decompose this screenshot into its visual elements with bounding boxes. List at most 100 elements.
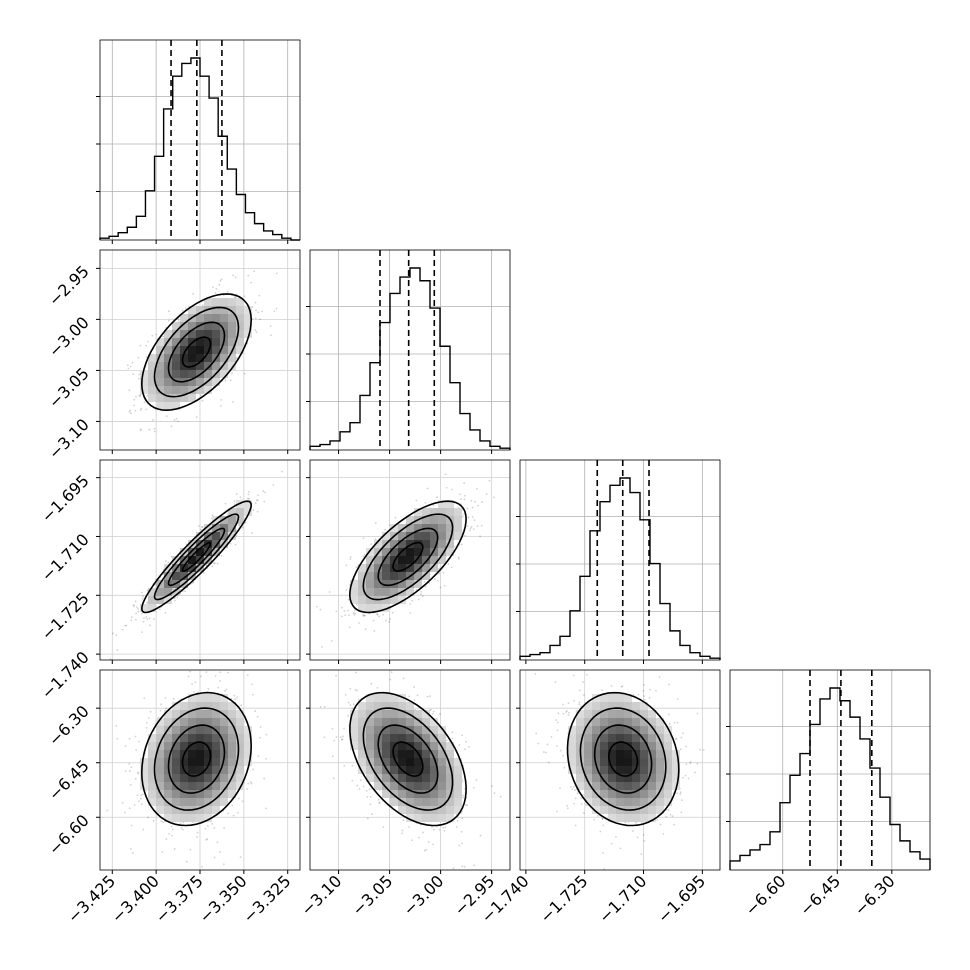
density-blocks [350, 500, 462, 612]
sample-point [384, 528, 387, 531]
sample-point [175, 417, 178, 420]
sample-point [146, 601, 148, 604]
sample-point [125, 624, 128, 627]
density-cell [244, 306, 252, 314]
density-cell [212, 702, 220, 710]
density-cell [204, 758, 212, 766]
histogram-step-line [729, 687, 931, 870]
sample-point [240, 704, 243, 707]
density-cell [196, 354, 204, 362]
sample-point [147, 717, 150, 719]
density-cell [204, 338, 212, 346]
density-cell [196, 734, 204, 742]
sample-point [165, 707, 168, 710]
density-cell [414, 524, 422, 532]
sample-point [401, 829, 404, 832]
sample-point [423, 849, 426, 852]
sample-point [159, 703, 162, 706]
density-cell [438, 508, 446, 516]
density-cell [196, 378, 204, 386]
sample-point [442, 826, 445, 829]
sample-point [458, 493, 461, 496]
sample-point [417, 598, 420, 601]
histogram-panel-2 [516, 459, 721, 664]
sample-point [226, 290, 229, 293]
sample-point [151, 334, 154, 337]
density-blocks [140, 694, 252, 822]
sample-point [403, 667, 405, 669]
density-cell [180, 774, 188, 782]
sample-point [450, 566, 453, 569]
sample-point [205, 671, 208, 674]
sample-point [220, 404, 222, 407]
sample-point [189, 670, 191, 673]
density-cell [212, 782, 220, 790]
density-panel-1-3 [306, 667, 511, 874]
density-cell [140, 604, 148, 612]
density-cell [188, 718, 196, 726]
density-cell [228, 338, 236, 346]
density-cell [236, 774, 244, 782]
sample-point [461, 515, 464, 518]
sample-point [457, 556, 460, 559]
density-cell [196, 766, 204, 774]
sample-point [391, 611, 394, 614]
contour-level-2 [167, 724, 226, 794]
sample-point [347, 714, 349, 717]
density-cell [236, 516, 244, 524]
density-cell [180, 742, 188, 750]
histogram-step-line [309, 267, 511, 450]
density-cell [454, 508, 462, 516]
sample-point [192, 691, 195, 693]
contour-level-2 [377, 527, 439, 587]
density-cell [172, 394, 180, 402]
density-cell [390, 556, 398, 564]
sample-point [451, 488, 453, 491]
sample-point [252, 693, 254, 696]
sample-point [389, 678, 392, 681]
density-cell [398, 540, 406, 548]
sample-point [214, 291, 217, 294]
sample-point [230, 697, 233, 700]
density-cell [156, 370, 164, 378]
sample-point [135, 749, 138, 751]
sample-point [369, 795, 372, 798]
sample-point [200, 528, 202, 531]
density-cell [148, 362, 156, 370]
density-cell [156, 750, 164, 758]
density-cell [172, 378, 180, 386]
density-cell [196, 532, 204, 540]
sample-point [195, 416, 198, 418]
density-cell [446, 540, 454, 548]
density-cell [430, 564, 438, 572]
sample-point [335, 736, 338, 738]
density-cell [220, 540, 228, 548]
histogram-panel-0 [96, 39, 301, 244]
sample-point [232, 274, 234, 277]
sample-point [137, 356, 140, 359]
sample-point [225, 688, 228, 691]
sample-point [173, 419, 176, 421]
sample-point [168, 833, 170, 835]
density-cell [172, 346, 180, 354]
density-cell [156, 766, 164, 774]
density-cell [236, 314, 244, 322]
sample-point [470, 525, 473, 528]
density-cell [422, 548, 430, 556]
sample-point [349, 704, 352, 706]
density-cell [382, 532, 390, 540]
density-cell [164, 806, 172, 814]
density-cell [228, 362, 236, 370]
density-cell [350, 580, 358, 588]
sample-point [473, 519, 476, 522]
sample-point [246, 674, 249, 677]
sample-point [181, 828, 184, 831]
density-cell [244, 322, 252, 330]
contours [140, 500, 253, 614]
sample-point [237, 797, 240, 800]
histogram-step-line [99, 57, 300, 241]
density-cell [204, 370, 212, 378]
density-cell [140, 782, 148, 790]
sample-point [460, 830, 463, 833]
density-cell [196, 774, 204, 782]
